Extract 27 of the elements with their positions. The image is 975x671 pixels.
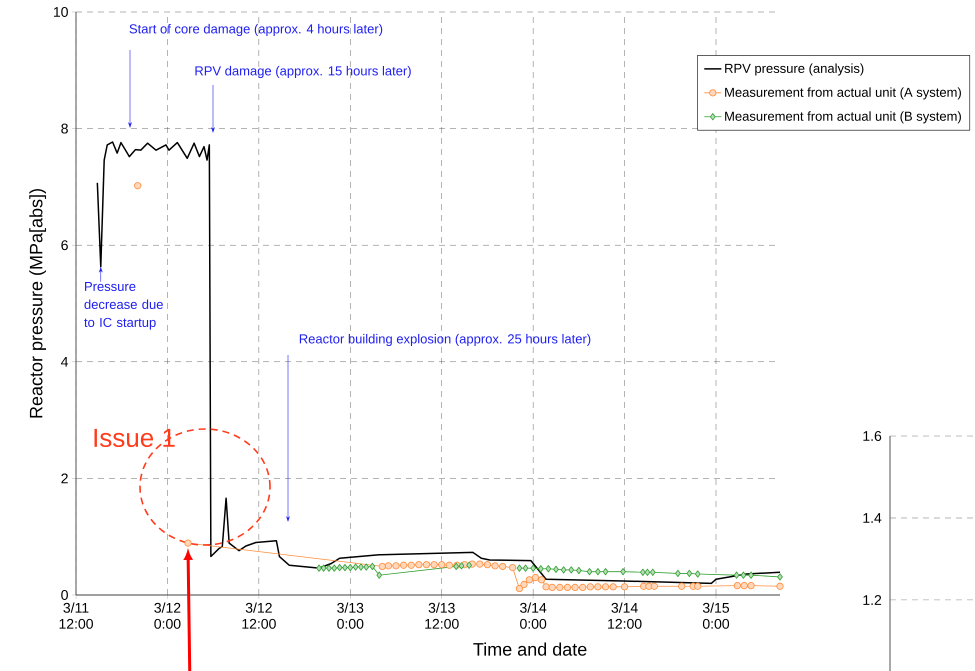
x-tick-label: 3/13 12:00	[425, 602, 459, 629]
y-tick-label: 6	[61, 240, 68, 250]
text: 1.2	[863, 595, 882, 605]
y-tick-label: 0	[61, 590, 68, 600]
x-tick-label: 3/12 0:00	[154, 602, 181, 629]
y-axis-title: Reactor pressure (MPa[abs])	[29, 189, 46, 418]
legend-label: Measurement from actual unit (A system)	[725, 87, 961, 100]
y-tick-label: 8	[61, 124, 68, 134]
annotation: RPV damage (approx. 15 hours later)	[195, 66, 411, 78]
y-tick-label: 2	[61, 473, 68, 484]
x-tick-label: 3/14 12:00	[608, 602, 642, 629]
x-tick-label: 3/15 0:00	[702, 602, 730, 629]
y-tick-label: 4	[61, 356, 68, 367]
annotation: Reactor building explosion (approx. 25 hours later)	[300, 334, 590, 346]
x-tick-label: 3/12 12:00	[242, 602, 276, 629]
x-axis-title: Time and date	[473, 642, 586, 656]
x-tick-label: 3/11 12:00	[60, 602, 93, 629]
x-tick-label: 3/13 0:00	[337, 602, 364, 629]
annotation: Issue 1	[94, 428, 175, 448]
annotation: Start of core damage (approx. 4 hours later)	[130, 24, 382, 36]
text: 1.6	[863, 431, 882, 441]
legend-label: Measurement from actual unit (B system)	[725, 111, 961, 124]
annotation: Pressure decrease due to IC startup	[84, 282, 163, 330]
x-tick-label: 3/14 0:00	[520, 602, 546, 629]
text: 1.4	[863, 513, 882, 523]
legend-label: RPV pressure (analysis)	[725, 63, 864, 76]
y-tick-label: 10	[54, 7, 68, 17]
